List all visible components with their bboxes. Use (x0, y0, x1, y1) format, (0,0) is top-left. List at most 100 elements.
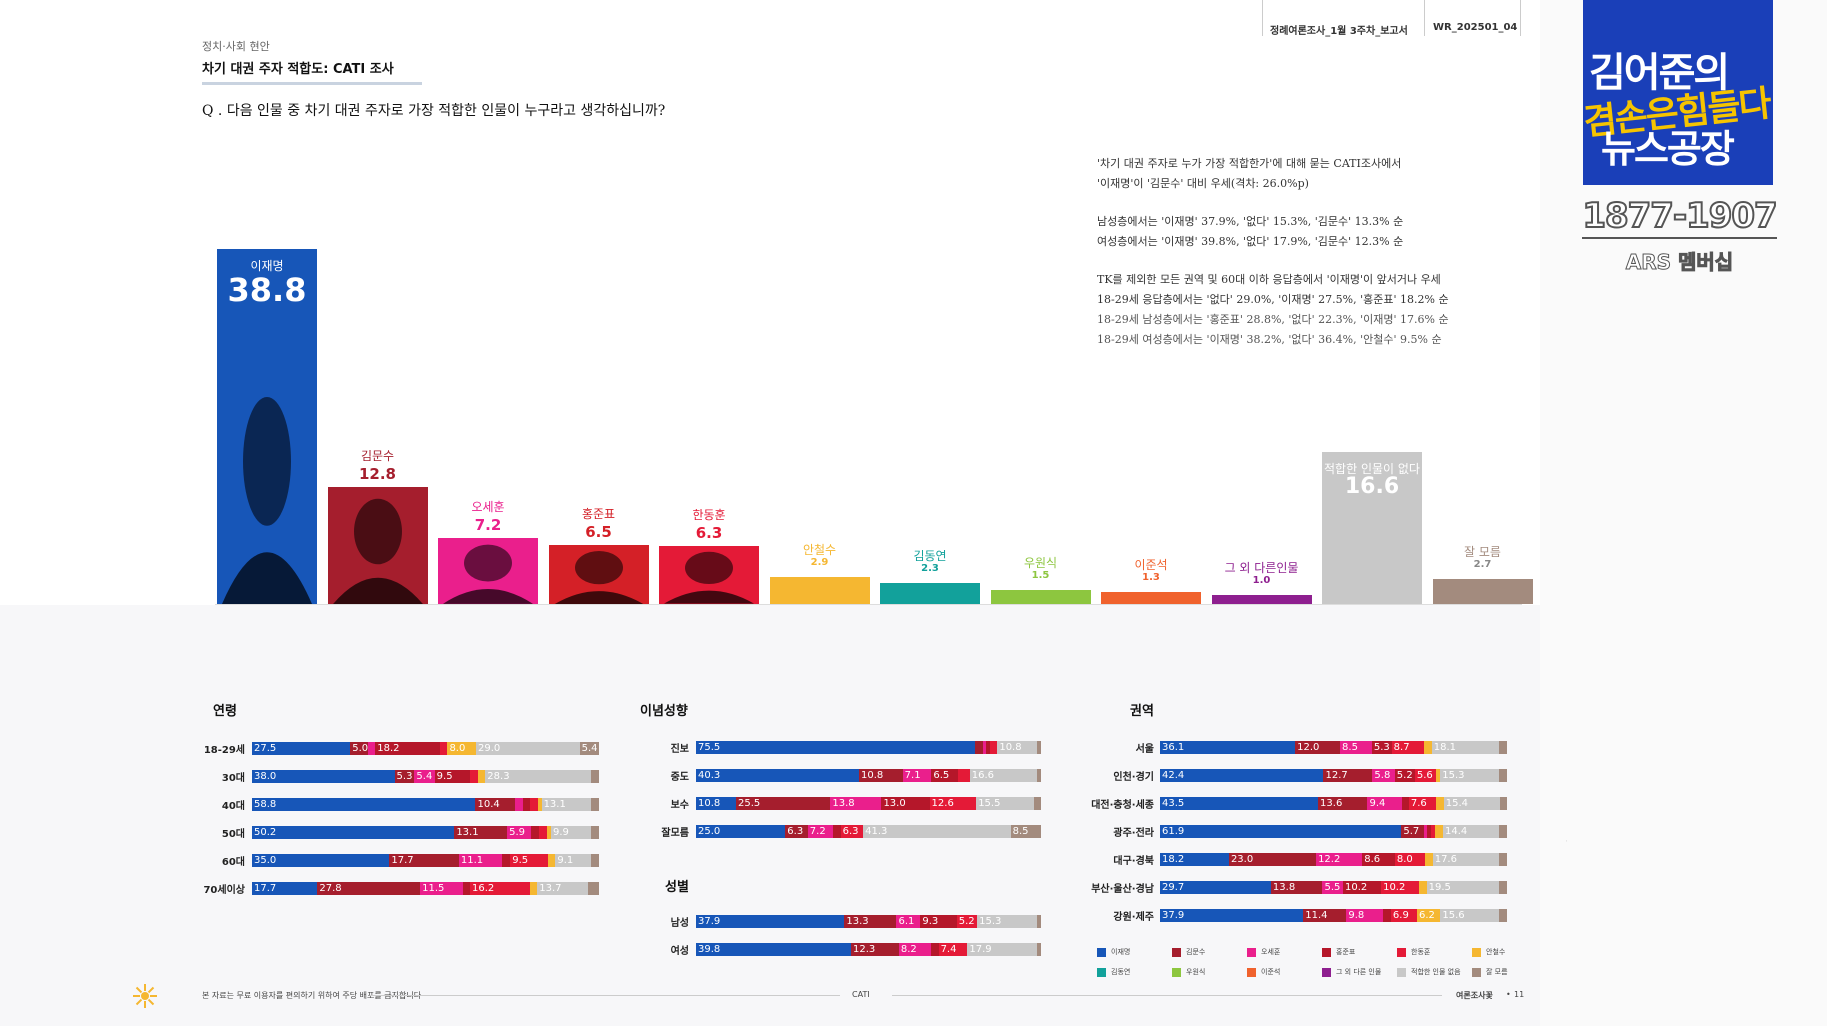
bar-label: 김동연 (913, 548, 947, 563)
legend-item: 오세훈 (1247, 947, 1280, 957)
breakdown-title: 이념성향 (640, 704, 688, 719)
bar-segment (1499, 909, 1507, 922)
bar-segment: 13.3 (844, 915, 897, 928)
bar-segment: 13.8 (830, 797, 882, 810)
stacked-bar: 40.3 10.8 7.1 6.5 16.6 (696, 769, 1041, 782)
candidate-photo-icon (222, 397, 312, 604)
bar-label: 한동훈 (692, 508, 726, 523)
legend-item: 홍준표 (1322, 947, 1355, 957)
legend-item: 적합한 인물 없음 (1397, 967, 1461, 977)
row-label: 광주·전라 (1113, 828, 1154, 839)
bar-segment: 10.8 (696, 797, 736, 810)
bar-value-label: 1.5 (1031, 570, 1050, 582)
page-number: 11 (1514, 990, 1525, 999)
bar-segment: 11.5 (420, 882, 463, 895)
legend-item: 김문수 (1172, 947, 1205, 957)
report-code: WR_202501_04 (1433, 22, 1518, 33)
bar-segment: 5.6 (1414, 769, 1437, 782)
row-label: 70세이상 (203, 885, 245, 896)
bar-segment (1423, 825, 1428, 838)
bar-segment (1431, 825, 1436, 838)
bar-segment: 50.2 (252, 826, 455, 839)
bar-segment (1037, 915, 1041, 928)
legend-label: 이재명 (1111, 948, 1131, 956)
bar-segment (470, 770, 478, 783)
bar-segment: 12.2 (1316, 853, 1363, 866)
legend-label: 이준석 (1261, 968, 1281, 976)
sun-logo-icon (133, 984, 157, 1008)
stacked-bar: 35.0 17.7 11.1 9.5 9.1 (252, 854, 599, 867)
bar-segment: 37.9 (1160, 909, 1304, 922)
legend-label: 김동연 (1111, 968, 1131, 976)
bar-segment: 10.4 (475, 798, 515, 811)
bar-segment: 18.2 (1160, 853, 1229, 866)
legend-item: 그 외 다른 인물 (1322, 967, 1381, 977)
legend-label: 김문수 (1186, 948, 1206, 956)
bar-segment: 27.8 (317, 882, 421, 895)
bar-segment: 12.3 (850, 943, 899, 956)
footer-brand: 여론조사꽃 (1456, 991, 1493, 1000)
bar-segment: 9.4 (1367, 797, 1402, 810)
logo-line-1: 김어준의 (1589, 50, 1730, 96)
legend-swatch (1472, 947, 1481, 957)
bar-segment (1425, 853, 1433, 866)
news-factory-logo: 김어준의 겸손은힘들다 뉴스공장 (1583, 0, 1773, 185)
bar-segment: 23.0 (1228, 853, 1317, 866)
footer-note: 본 자료는 무료 이용자를 편의하기 위하여 주당 배포를 금지합니다 (202, 991, 422, 1000)
legend-swatch (1472, 967, 1481, 977)
legend-item: 한동훈 (1397, 947, 1430, 957)
bar-segment: 61.9 (1160, 825, 1402, 838)
membership-rule (1582, 237, 1777, 239)
bar-segment (1419, 881, 1427, 894)
summary-line: TK를 제외한 모든 권역 및 60대 이하 응답층에서 '이재명'이 앞서거나… (1097, 273, 1441, 286)
footer-rule (892, 995, 1442, 996)
bar-segment: 29.0 (476, 742, 580, 755)
row-label: 서울 (1135, 744, 1154, 755)
bar-segment (537, 798, 542, 811)
header-divider (1262, 0, 1263, 36)
bar-segment: 10.8 (858, 769, 903, 782)
section-title: 차기 대권 주자 적합도: CATI 조사 (202, 62, 394, 77)
membership-label: ARS 멤버십 (1625, 250, 1734, 275)
bar-segment: 11.1 (458, 854, 503, 867)
bar-segment (1037, 943, 1041, 956)
bar-segment: 8.6 (1362, 853, 1395, 866)
bar-segment: 8.2 (898, 943, 931, 956)
legend-label: 우원식 (1186, 968, 1206, 976)
legend-item: 잘 모름 (1472, 967, 1508, 977)
bar-segment (529, 882, 538, 895)
row-label: 40대 (221, 801, 245, 812)
bar-segment (930, 943, 939, 956)
bar-segment: 10.8 (997, 741, 1038, 754)
bar-label: 안철수 (802, 543, 837, 558)
bar-segment: 13.6 (1318, 797, 1368, 810)
survey-question: Q . 다음 인물 중 차기 대권 주자로 가장 적합한 인물이 누구라고 생각… (202, 103, 666, 119)
bar-segment (530, 798, 538, 811)
bar-segment (1499, 741, 1507, 754)
candidate-photo-icon (332, 498, 423, 604)
bar-segment: 15.5 (976, 797, 1034, 810)
bar-segment: 9.9 (550, 826, 591, 839)
bar-label: 이준석 (1134, 558, 1168, 573)
bar-segment: 75.5 (696, 741, 976, 754)
bar-segment: 5.2 (956, 915, 978, 928)
bar-segment: 12.6 (929, 797, 977, 810)
stacked-bar: 27.5 5.0 18.2 8.0 29.0 5.4 (252, 742, 599, 755)
logo-line-3: 뉴스공장 (1601, 127, 1735, 171)
bar-segment (1436, 797, 1444, 810)
bar-segment: 9.5 (510, 854, 548, 867)
bar-segment: 14.4 (1443, 825, 1500, 838)
legend-swatch (1322, 967, 1331, 977)
bar-value-label: 1.3 (1142, 572, 1160, 584)
legend-item: 우원식 (1172, 967, 1205, 977)
bar-segment (1036, 769, 1041, 782)
row-label: 대전·충청·세종 (1091, 800, 1154, 811)
bar-segment: 15.4 (1443, 797, 1500, 810)
bar-10 (1211, 594, 1312, 604)
bar-segment: 8.5 (1010, 825, 1041, 838)
bar-segment: 42.4 (1160, 769, 1324, 782)
bar-segment: 5.2 (1394, 769, 1415, 782)
bar-segment (591, 798, 599, 811)
summary-line: 18-29세 여성층에서는 '이재명' 38.2%, '없다' 36.4%, '… (1097, 333, 1442, 346)
